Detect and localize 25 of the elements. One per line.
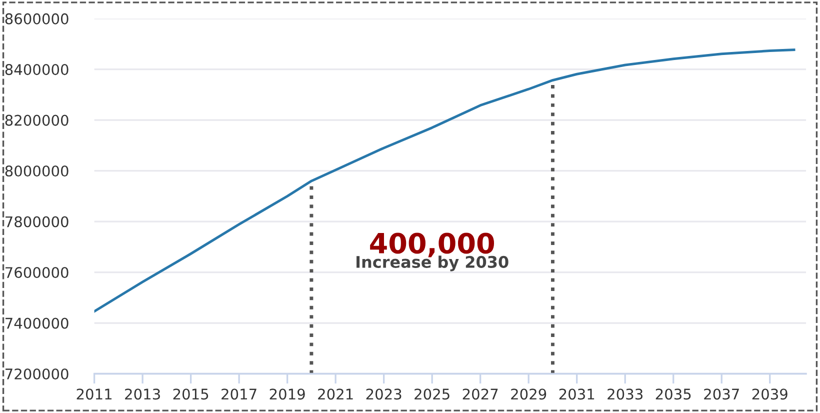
x-tick-label: 2029: [511, 388, 546, 400]
y-tick-label: 8400000: [5, 64, 68, 76]
x-tick-label: 2017: [222, 388, 256, 400]
x-tick-label: 2037: [704, 388, 739, 400]
y-tick-label: 7600000: [6, 267, 68, 278]
y-tick-label: 8600000: [5, 13, 68, 24]
line-series: [94, 48, 796, 313]
x-tick-label: 2039: [752, 388, 788, 400]
x-tick-label: 2031: [559, 388, 594, 400]
x-tick-label: 2021: [318, 388, 353, 400]
y-tick-label: 8000000: [5, 166, 68, 177]
annotation: 400,000: [370, 232, 494, 258]
x-tick-label: 2025: [414, 388, 450, 400]
x-tick-label: 2015: [173, 388, 208, 400]
x-tick-label: 2027: [462, 388, 498, 400]
y-tick-label: 8200000: [5, 114, 68, 126]
x-tick-label: 2019: [270, 388, 305, 400]
y-tick-label: 7200000: [6, 368, 68, 380]
x-tick-label: 2035: [656, 388, 691, 400]
x-tick-label: 2011: [76, 388, 112, 400]
x-tick-label: 2033: [608, 388, 642, 400]
y-tick-label: 7800000: [6, 216, 68, 228]
x-tick-label: 2013: [125, 388, 160, 400]
y-tick-label: 7400000: [6, 318, 68, 329]
x-tick-label: 2023: [366, 388, 402, 400]
